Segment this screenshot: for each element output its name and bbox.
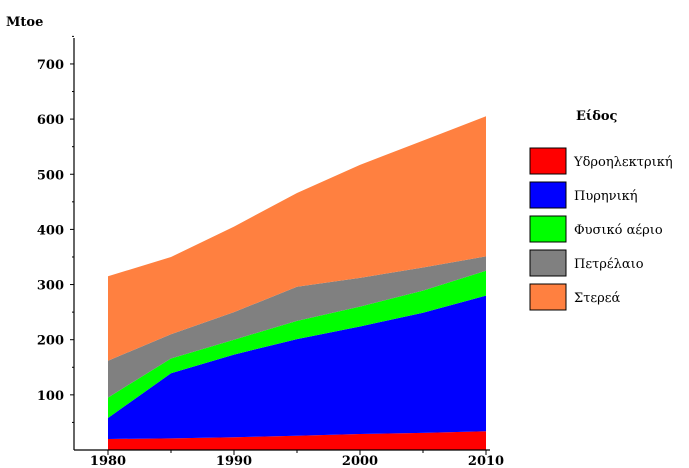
area-series-3	[108, 256, 486, 398]
x-tick-label: 2000	[342, 454, 378, 468]
y-tick-label: 300	[37, 279, 64, 294]
legend-label: Στερεά	[574, 291, 620, 306]
y-tick-label: 700	[37, 58, 64, 73]
legend-swatch	[529, 181, 567, 209]
y-axis-label: Mtoe	[6, 15, 43, 30]
x-tick-label: 1980	[90, 454, 126, 468]
axes	[73, 38, 490, 451]
x-tick-label: 1990	[216, 454, 252, 468]
legend-title: Είδος	[576, 109, 618, 124]
area-series-0	[108, 431, 486, 450]
legend-label: Πετρέλαιο	[574, 257, 644, 272]
area-series-2	[108, 270, 486, 418]
y-tick-label: 400	[37, 223, 64, 238]
area-series-1	[108, 295, 486, 439]
x-tick-label: 2010	[468, 454, 504, 468]
legend-label: Φυσικό αέριο	[574, 223, 663, 238]
y-tick-label: 600	[37, 113, 64, 128]
legend-swatch	[529, 249, 567, 277]
legend-swatch	[529, 215, 567, 243]
legend-swatch	[529, 147, 567, 175]
y-tick-label: 100	[37, 389, 64, 404]
area-series-4	[108, 116, 486, 361]
y-ticks: 100 200 300 400 500 600 700	[37, 35, 74, 423]
legend-label: Πυρηνική	[574, 189, 638, 204]
legend-swatch	[529, 283, 567, 311]
y-tick-label: 500	[37, 168, 64, 183]
x-ticks: 1980 1990 2000 2010	[90, 450, 504, 468]
y-tick-label: 200	[37, 334, 64, 349]
legend: Υδροηλεκτρική Πυρηνική Φυσικό αέριο Πετρέλα…	[529, 147, 673, 311]
stacked-areas	[108, 116, 486, 450]
legend-label: Υδροηλεκτρική	[573, 155, 673, 170]
